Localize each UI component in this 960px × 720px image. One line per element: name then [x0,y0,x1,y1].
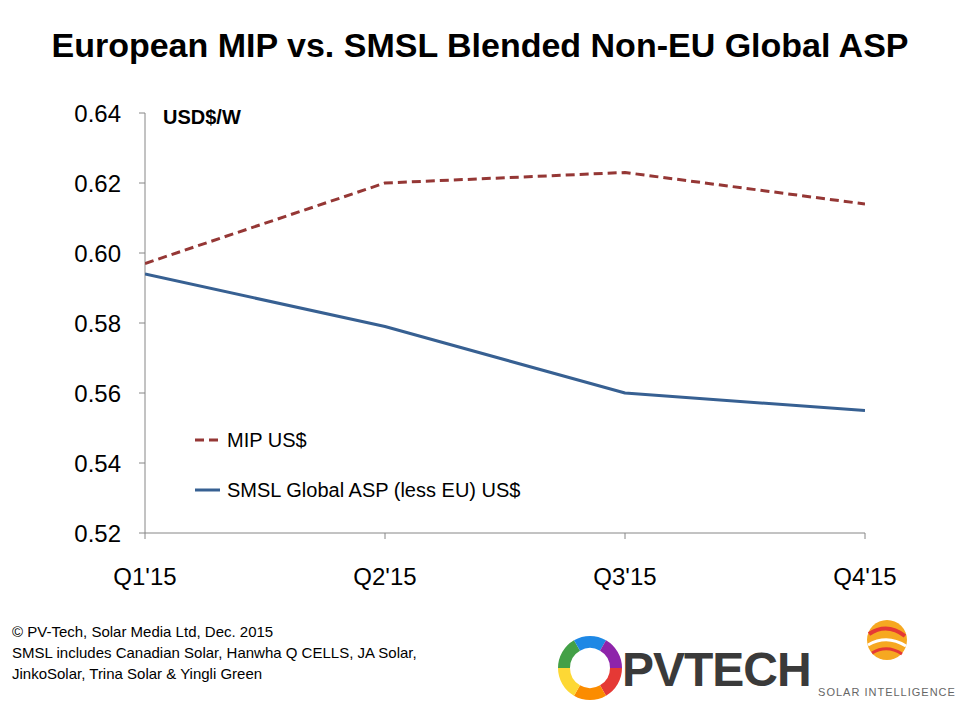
logo-ring [577,642,603,645]
y-tick [139,113,145,114]
legend-label: MIP US$ [227,429,307,451]
y-tick-label: 0.58 [74,310,121,337]
y-tick [139,393,145,394]
x-tick [625,533,626,539]
x-tick [145,533,146,539]
y-tick-label: 0.56 [74,380,121,407]
logo-swoosh [872,649,902,654]
x-tick-label: Q4'15 [833,563,896,590]
logo-text: SOLAR INTELLIGENCE [818,686,956,698]
logo-ring [564,668,577,691]
logo-ring [603,668,616,691]
y-tick-label: 0.64 [74,100,121,127]
series-line [145,173,865,264]
logo-ring [603,645,616,668]
x-axis [145,533,865,534]
x-tick-label: Q2'15 [353,563,416,590]
y-tick-label: 0.54 [74,450,121,477]
y-axis-label: USD$/W [163,106,241,128]
legend-swatch [195,439,220,442]
series-group [145,173,865,411]
x-tick [865,533,866,539]
footnote: SMSL includes Canadian Solar, Hanwha Q C… [12,644,417,661]
y-tick-label: 0.62 [74,170,121,197]
x-tick-label: Q3'15 [593,563,656,590]
y-tick [139,463,145,464]
y-axis [145,113,146,533]
logo-swoosh [869,628,905,636]
footnote: JinkoSolar, Trina Solar & Yingli Green [12,665,262,682]
logo-sphere [867,620,907,660]
series-line [145,274,865,411]
logo-ring [564,645,577,668]
legend-label: SMSL Global ASP (less EU) US$ [227,479,520,501]
y-tick-label: 0.52 [74,520,121,547]
logo-text: PVTECH [622,643,811,696]
y-tick-label: 0.60 [74,240,121,267]
title: European MIP vs. SMSL Blended Non-EU Glo… [51,26,908,64]
footnote: © PV-Tech, Solar Media Ltd, Dec. 2015 [12,623,273,640]
y-tick [139,533,145,534]
y-tick [139,253,145,254]
x-tick [385,533,386,539]
logo-swoosh [868,640,906,646]
chart-root: European MIP vs. SMSL Blended Non-EU Glo… [0,0,960,720]
logo-ring [577,691,603,694]
y-tick [139,183,145,184]
x-tick-label: Q1'15 [113,563,176,590]
background [0,0,960,720]
chart-svg: European MIP vs. SMSL Blended Non-EU Glo… [0,0,960,720]
legend-swatch [195,489,220,492]
y-tick [139,323,145,324]
